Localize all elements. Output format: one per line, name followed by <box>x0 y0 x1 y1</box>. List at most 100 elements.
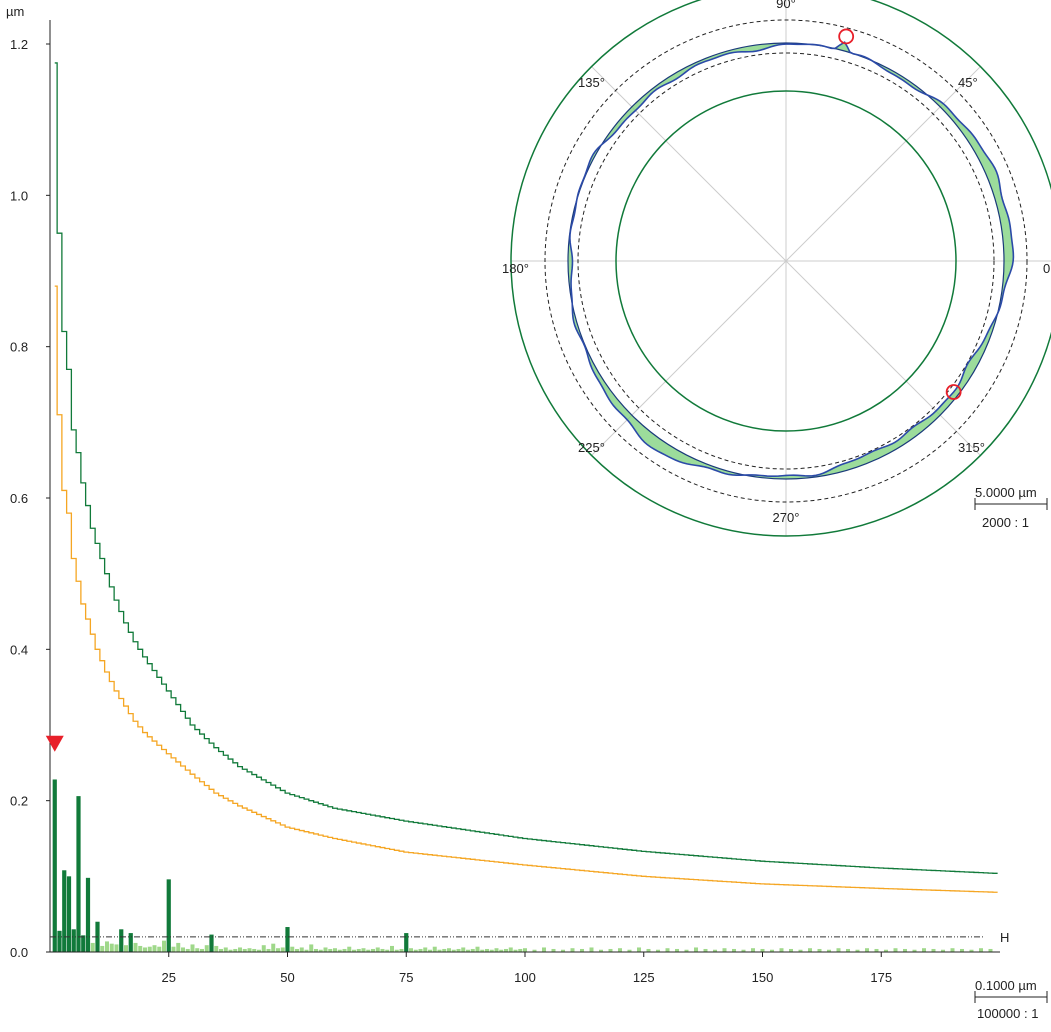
x-tick-label: 175 <box>870 970 892 985</box>
minor-bar <box>580 948 584 952</box>
minor-bar <box>271 943 276 952</box>
minor-bar <box>266 948 271 952</box>
x-tick-label: 150 <box>752 970 774 985</box>
minor-bar <box>276 948 280 952</box>
minor-bar <box>394 949 399 952</box>
dominant-bar <box>52 779 57 952</box>
y-tick-label: 0.2 <box>10 794 28 809</box>
minor-bar <box>428 949 432 952</box>
minor-bar <box>223 947 228 952</box>
dominant-bar <box>209 934 214 952</box>
minor-bar <box>242 948 247 952</box>
dominant-bar <box>71 929 76 952</box>
lower-step-curve <box>54 285 998 893</box>
minor-bar <box>646 948 651 952</box>
minor-bar <box>399 948 404 952</box>
minor-bar <box>504 948 508 952</box>
minor-bar <box>508 947 513 952</box>
minor-bar <box>827 949 831 952</box>
dominant-bar <box>128 933 133 952</box>
minor-bar <box>489 949 494 952</box>
minor-bar <box>328 948 333 952</box>
minor-bar <box>152 945 157 952</box>
minor-bar <box>461 947 466 952</box>
minor-bar <box>817 948 822 952</box>
minor-bar <box>456 948 461 952</box>
minor-bar <box>732 948 736 952</box>
minor-bar <box>442 948 447 952</box>
minor-bar <box>466 949 470 952</box>
minor-bar <box>290 946 295 952</box>
x-tick-label: 75 <box>399 970 413 985</box>
outer-reference-circle <box>510 0 1051 537</box>
minor-bar <box>637 947 641 952</box>
x-tick-label: 50 <box>280 970 294 985</box>
minor-bar <box>423 947 428 952</box>
minor-bar <box>214 945 219 952</box>
minor-bar <box>228 949 233 952</box>
minor-bar <box>988 948 993 952</box>
y-tick-label: 0.0 <box>10 945 28 960</box>
peak-marker-triangle <box>45 735 64 752</box>
minor-bar <box>480 949 485 952</box>
minor-bar <box>304 949 309 952</box>
minor-bar <box>884 949 888 952</box>
mean-circle <box>567 42 1005 480</box>
minor-bar <box>470 948 475 952</box>
minor-bar <box>100 945 105 952</box>
polar-group <box>510 0 1051 537</box>
polar-angle-label: 45° <box>958 75 978 90</box>
minor-bar <box>356 948 361 952</box>
minor-bar <box>941 949 945 952</box>
minor-bar <box>960 948 964 952</box>
minor-bar <box>385 949 390 952</box>
minor-bar <box>969 949 974 952</box>
minor-bar <box>694 947 698 952</box>
minor-bar <box>770 949 774 952</box>
minor-bar <box>371 948 375 952</box>
minor-bar <box>138 945 143 952</box>
minor-bar <box>333 948 337 952</box>
minor-bar <box>233 948 238 952</box>
minor-bar <box>447 948 451 952</box>
minor-bar <box>171 946 176 952</box>
threshold-label: H <box>1000 930 1009 945</box>
polar-grid-line <box>591 260 787 456</box>
minor-bar <box>542 947 546 952</box>
y-tick-label: 1.2 <box>10 37 28 52</box>
minor-bar <box>437 949 442 952</box>
minor-bar <box>366 949 371 952</box>
minor-bar <box>656 949 660 952</box>
minor-bar <box>238 947 242 952</box>
polar-angle-label: 270° <box>773 510 800 525</box>
minor-bar <box>109 943 114 952</box>
minor-bar <box>599 949 603 952</box>
minor-bar <box>789 948 793 952</box>
minor-bar <box>760 948 765 952</box>
y-tick-label: 0.4 <box>10 642 28 657</box>
minor-bar <box>143 947 147 952</box>
minor-bar <box>608 948 613 952</box>
minor-bar <box>627 949 632 952</box>
dominant-bar <box>62 870 67 952</box>
x-tick-label: 100 <box>514 970 536 985</box>
minor-bar <box>931 948 936 952</box>
polar-angle-label: 90° <box>776 0 796 11</box>
minor-bar <box>90 942 95 952</box>
minor-bar <box>352 949 356 952</box>
polar-grid-line <box>591 66 787 262</box>
y-axis-label: µm <box>6 4 24 19</box>
polar-grid-line <box>785 66 981 262</box>
minor-bar <box>836 948 841 952</box>
minor-bar <box>375 947 380 952</box>
minor-bar <box>247 948 252 952</box>
minor-bar <box>147 946 152 952</box>
minor-bar <box>523 948 527 952</box>
minor-bar <box>190 944 195 952</box>
extreme-point-marker <box>838 28 855 45</box>
minor-bar <box>252 948 257 952</box>
minor-bar <box>314 948 318 952</box>
polar-angle-label: 315° <box>958 440 985 455</box>
